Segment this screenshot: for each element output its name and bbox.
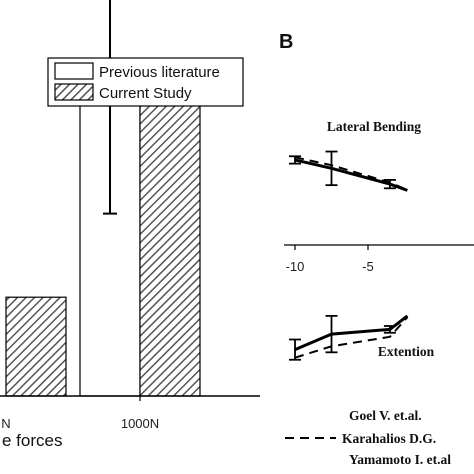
subplot-title-extention: Extention: [378, 344, 435, 359]
bar-chart-panel: N 1000N e forces Previous literature Cur…: [0, 0, 260, 450]
x-ticks: -10 -5: [286, 245, 374, 274]
series-line: [294, 156, 408, 191]
legend-label-yamamoto: Yamamoto I. et.al: [349, 452, 451, 467]
x-tick-label: N: [1, 416, 10, 431]
legend: Previous literature Current Study: [47, 57, 244, 107]
bars: [5, 98, 201, 397]
series-line: [294, 314, 409, 351]
legend-label-karahalios: Karahalios D.G.: [342, 431, 436, 446]
legend-label-goel: Goel V. et.al.: [349, 408, 422, 423]
panel-label: B: [279, 31, 293, 53]
legend: Goel V. et.al. Karahalios D.G. Yamamoto …: [285, 408, 451, 467]
x-tick-label: -5: [362, 259, 374, 274]
series-line: [294, 316, 409, 359]
x-axis-label: e forces: [2, 431, 62, 450]
subplot-title-lateral: Lateral Bending: [327, 119, 421, 134]
x-tick-label: 1000N: [121, 416, 159, 431]
bar: [139, 98, 201, 397]
legend-label-previous: Previous literature: [99, 64, 220, 81]
x-tick-label: -10: [286, 259, 305, 274]
legend-label-current: Current Study: [99, 85, 192, 102]
legend-swatch-previous: [54, 62, 94, 80]
series-lines: [289, 150, 409, 361]
line-chart-panel: B Lateral Bending Extention -10 -5 Goel V…: [279, 31, 474, 467]
bar: [5, 296, 67, 397]
legend-swatch-current: [54, 83, 94, 101]
